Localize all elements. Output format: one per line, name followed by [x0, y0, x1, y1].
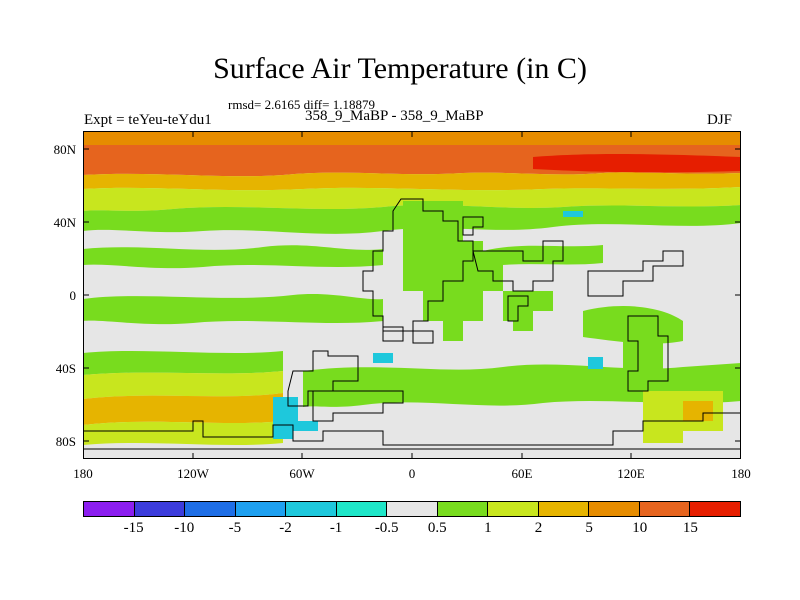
tick-marks [83, 131, 741, 459]
y-tick-80n: 80N [53, 142, 76, 157]
experiment-label: Expt = teYeu-teYdu1 [84, 112, 212, 128]
patch-cool-2 [588, 357, 603, 369]
x-tick-60w: 60W [289, 466, 315, 481]
colorbar-box [185, 502, 236, 516]
band-north-max [533, 154, 741, 173]
colorbar-label: 10 [632, 520, 648, 536]
colorbar-label: -1 [329, 520, 343, 536]
colorbar-label: -10 [174, 520, 195, 536]
patch-cool-3 [563, 211, 583, 217]
x-tick-120e: 120E [617, 466, 645, 481]
colorbar-label: -2 [279, 520, 292, 536]
colorbar-label: -0.5 [374, 520, 399, 536]
colorbar-box [235, 502, 287, 516]
stats-label: rmsd= 2.6165 diff= 1.18879 [228, 97, 375, 112]
colorbar-label: -5 [228, 520, 242, 536]
colorbar-box [336, 502, 388, 516]
subtitle-label: 358_9_MaBP - 358_9_MaBP [305, 108, 484, 124]
x-tick-60e: 60E [511, 466, 533, 481]
band-south-mid [303, 363, 741, 407]
coastlines [83, 198, 741, 450]
colorbar-box [286, 502, 337, 516]
patch-south-east-warm [683, 401, 713, 421]
band-north-1 [83, 131, 741, 145]
y-tick-80s: 80S [55, 434, 76, 449]
colorbar-box [134, 502, 186, 516]
colorbar [83, 501, 741, 517]
band-south-2 [83, 371, 283, 399]
colorbar-label: 1 [484, 520, 492, 536]
band-north-3 [83, 172, 741, 191]
colorbar-box [387, 502, 438, 516]
temperature-map [83, 131, 741, 459]
band-south-3 [83, 393, 283, 425]
patch-tropic-south [83, 294, 383, 325]
x-tick-180w: 180 [73, 466, 93, 481]
colorbar-label: 0.5 [427, 520, 447, 536]
colorbar-box [639, 502, 691, 516]
map-title: Surface Air Temperature (in C) [213, 52, 587, 85]
colorbar-label: -15 [123, 520, 144, 536]
map-panel [83, 131, 741, 459]
colorbar-label: 15 [682, 520, 698, 536]
y-tick-40n: 40N [53, 215, 76, 230]
colorbar-box [690, 502, 740, 516]
colorbar-label: 5 [585, 520, 593, 536]
y-tick-40s: 40S [55, 361, 76, 376]
x-tick-120w: 120W [177, 466, 209, 481]
x-tick-180e: 180 [731, 466, 751, 481]
patch-cool-1 [373, 353, 393, 363]
band-south-1 [83, 351, 283, 375]
colorbar-box [84, 502, 135, 516]
patch-cool-south-america [273, 397, 318, 439]
y-tick-0: 0 [69, 288, 77, 303]
x-tick-0: 0 [408, 466, 416, 481]
patch-tropic-north [83, 245, 383, 269]
colorbar-box [437, 502, 489, 516]
season-label: DJF [707, 112, 733, 128]
colorbar-label: 2 [534, 520, 543, 536]
colorbar-box [589, 502, 640, 516]
colorbar-box [538, 502, 590, 516]
colorbar-box [488, 502, 539, 516]
band-south-4 [83, 421, 283, 445]
